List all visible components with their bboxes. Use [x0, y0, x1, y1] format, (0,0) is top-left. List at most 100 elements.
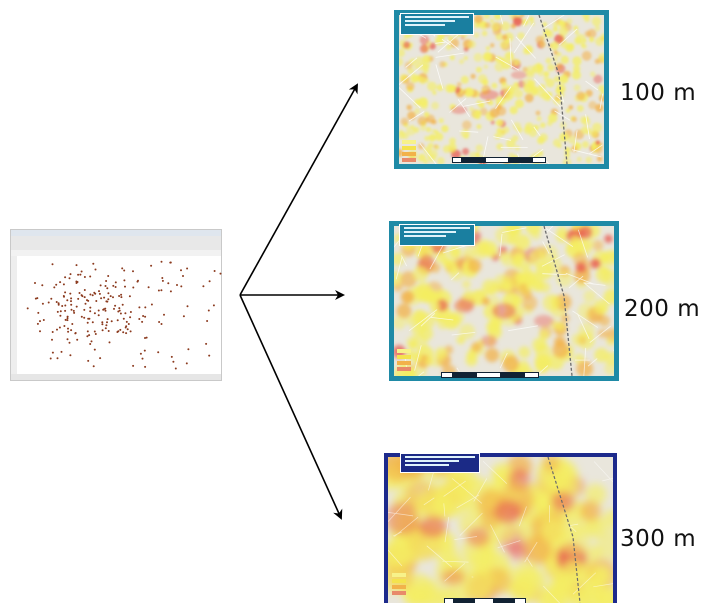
- data-point: [129, 311, 132, 313]
- data-point: [72, 309, 75, 312]
- data-point: [141, 320, 144, 323]
- data-point: [49, 357, 52, 360]
- data-point: [36, 322, 39, 325]
- data-point: [127, 323, 130, 325]
- data-point: [61, 305, 64, 307]
- data-point: [84, 302, 87, 305]
- data-point: [202, 285, 205, 288]
- data-point: [83, 316, 86, 319]
- data-point: [117, 310, 120, 313]
- data-point: [99, 284, 102, 287]
- data-point: [120, 296, 123, 299]
- data-point: [101, 329, 104, 332]
- data-point: [60, 350, 63, 353]
- data-point: [59, 310, 62, 313]
- data-point: [75, 280, 78, 283]
- data-point: [83, 308, 86, 311]
- data-point: [56, 310, 59, 313]
- data-point: [161, 279, 164, 282]
- gis-map-canvas: [17, 256, 222, 374]
- data-point: [55, 283, 58, 286]
- data-point: [132, 270, 134, 273]
- data-point: [212, 304, 215, 307]
- data-point: [64, 318, 67, 321]
- heatmap-200m: [394, 226, 614, 376]
- data-point: [51, 338, 53, 341]
- data-point: [66, 299, 69, 302]
- data-point: [174, 367, 177, 370]
- data-point: [91, 321, 94, 324]
- data-point: [207, 309, 210, 312]
- data-point: [86, 330, 89, 333]
- data-point: [62, 283, 65, 286]
- data-point: [145, 336, 148, 339]
- data-point: [80, 270, 83, 273]
- data-point: [78, 292, 81, 294]
- data-point: [83, 276, 86, 278]
- data-point: [136, 280, 139, 283]
- data-point: [126, 328, 129, 331]
- data-point: [144, 337, 146, 339]
- data-point: [66, 315, 69, 318]
- data-point: [80, 315, 83, 318]
- data-point: [143, 349, 146, 352]
- data-point: [109, 295, 112, 298]
- data-point: [139, 352, 142, 355]
- data-point: [97, 309, 100, 312]
- data-point: [116, 319, 119, 322]
- data-point: [186, 305, 189, 308]
- data-point: [97, 314, 100, 317]
- data-point: [121, 267, 124, 270]
- data-point: [67, 327, 69, 330]
- data-point: [69, 292, 72, 295]
- data-point: [89, 293, 92, 296]
- data-point: [75, 305, 78, 308]
- data-point: [138, 318, 141, 320]
- data-point: [180, 269, 182, 272]
- data-point: [56, 328, 58, 331]
- data-point: [67, 330, 70, 333]
- data-point: [66, 319, 69, 322]
- data-point: [150, 303, 153, 306]
- data-point: [170, 355, 173, 358]
- data-point: [100, 297, 103, 300]
- data-point: [160, 260, 163, 263]
- data-point: [70, 297, 73, 300]
- data-point: [114, 286, 117, 288]
- data-point: [182, 315, 185, 318]
- data-point: [124, 285, 126, 288]
- data-point: [169, 261, 172, 264]
- data-point: [208, 354, 211, 357]
- label-300m: 300 m: [620, 526, 697, 552]
- data-point: [91, 294, 94, 297]
- data-point: [86, 321, 89, 324]
- data-point: [51, 351, 54, 354]
- heatmap-100m: [399, 15, 604, 164]
- data-point: [122, 331, 125, 334]
- data-point: [75, 264, 78, 267]
- data-point: [51, 263, 54, 266]
- gis-menu-toolbar: [11, 236, 221, 243]
- data-point: [213, 270, 216, 272]
- point-layer: [26, 260, 222, 370]
- data-point: [89, 306, 92, 309]
- data-point: [59, 281, 62, 284]
- data-point: [87, 317, 90, 320]
- data-point: [206, 320, 209, 322]
- data-point: [56, 357, 59, 360]
- data-point: [106, 318, 109, 321]
- data-point: [128, 295, 131, 298]
- data-point: [57, 302, 60, 305]
- data-point: [125, 332, 128, 335]
- data-point: [144, 365, 147, 368]
- data-point: [108, 341, 111, 344]
- data-point: [125, 325, 128, 328]
- data-point: [70, 300, 72, 303]
- data-point: [186, 267, 189, 270]
- data-point: [118, 295, 121, 297]
- data-point: [101, 321, 104, 324]
- map-legend: [402, 140, 416, 164]
- data-point: [144, 315, 147, 318]
- data-point: [98, 290, 100, 293]
